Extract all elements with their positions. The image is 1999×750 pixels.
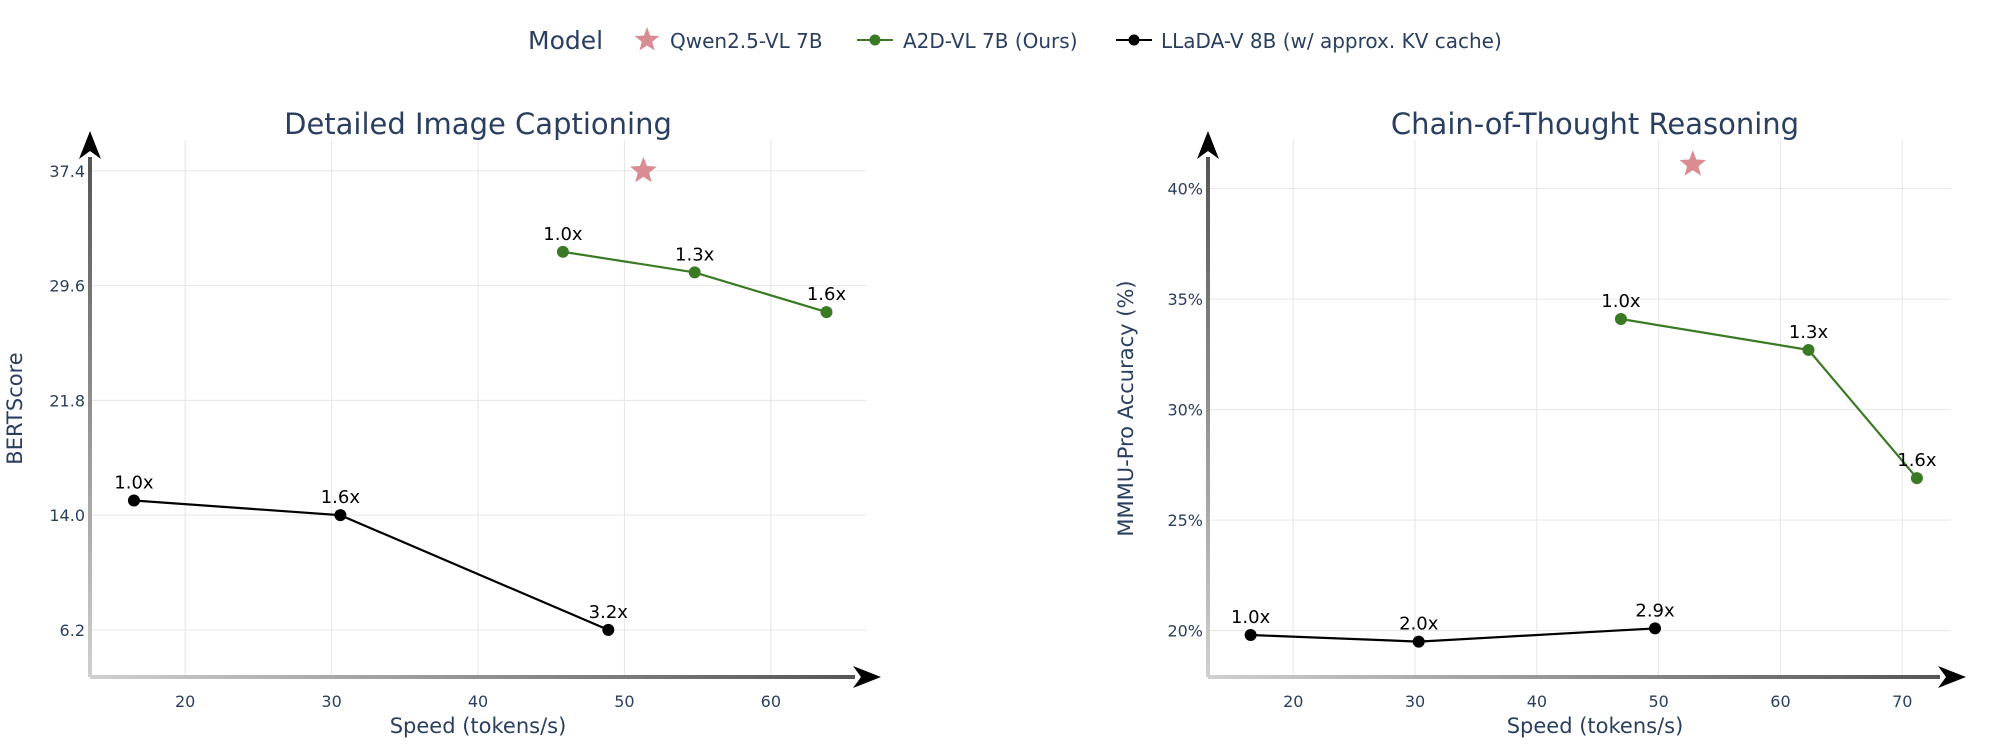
y-tick-label: 40% [1167,180,1203,199]
y-tick-label: 29.6 [49,277,85,296]
series-llada-data-label: 1.6x [321,487,361,508]
series-a2d-line [1620,317,1918,479]
y-tick-label: 6.2 [60,621,85,640]
series-llada-point [127,494,140,507]
x-tick-label: 60 [761,692,781,711]
x-tick-label: 40 [468,692,488,711]
series-llada-data-label: 1.0x [114,472,154,493]
series-a2d-point [820,306,833,319]
series-a2d-data-label: 1.6x [1897,450,1937,471]
legend-item-qwen[interactable]: Qwen2.5-VL 7B [634,27,823,53]
x-axis-line [1208,675,1940,679]
y-axis-arrow-icon [1197,131,1219,159]
series-llada-point [1649,622,1662,635]
x-axis-label: Speed (tokens/s) [1507,714,1684,738]
legend-label-llada: LLaDA-V 8B (w/ approx. KV cache) [1161,29,1502,53]
y-tick-label: 37.4 [49,162,85,181]
y-tick-label: 20% [1167,622,1203,641]
y-tick-label: 14.0 [49,506,85,525]
x-axis-arrow-icon [853,666,881,688]
series-llada-data-label: 1.0x [1231,607,1271,628]
y-tick-label: 21.8 [49,391,85,410]
x-tick-label: 50 [614,692,634,711]
y-axis-arrow-icon [79,131,101,159]
series-a2d-data-label: 1.3x [675,244,715,265]
series-a2d-data-label: 1.3x [1789,322,1829,343]
legend-svg: Model Qwen2.5-VL 7B A2D-VL 7B (Ours) LLa… [528,26,1502,55]
legend-item-llada[interactable]: LLaDA-V 8B (w/ approx. KV cache) [1116,29,1502,53]
chart-title: Detailed Image Captioning [284,107,672,141]
y-axis-label: BERTScore [3,352,27,464]
series-a2d-point [1802,343,1815,356]
x-axis-line [90,675,855,679]
legend-dot-llada [1128,34,1140,46]
x-tick-label: 20 [1283,692,1303,711]
legend: Model Qwen2.5-VL 7B A2D-VL 7B (Ours) LLa… [0,18,1999,62]
series-llada-data-label: 3.2x [589,602,629,623]
x-axis-arrow-icon [1938,666,1966,688]
x-tick-label: 50 [1648,692,1668,711]
series-llada-data-label: 2.0x [1399,614,1439,635]
chart-title: Chain-of-Thought Reasoning [1391,107,1799,141]
y-axis-line [88,157,92,677]
x-tick-label: 60 [1770,692,1790,711]
x-tick-label: 70 [1892,692,1912,711]
series-llada-point [334,509,347,522]
x-tick-label: 20 [175,692,195,711]
legend-label-a2d: A2D-VL 7B (Ours) [903,29,1078,53]
y-axis-label: MMMU-Pro Accuracy (%) [1114,280,1138,536]
series-a2d-point [556,245,569,258]
series-a2d-data-label: 1.6x [807,284,847,305]
series-llada-point [602,623,615,636]
x-tick-label: 40 [1527,692,1547,711]
series-a2d-point [688,266,701,279]
series-a2d-data-label: 1.0x [1601,291,1641,312]
legend-item-a2d[interactable]: A2D-VL 7B (Ours) [857,29,1078,53]
x-tick-label: 30 [321,692,341,711]
y-tick-label: 25% [1167,511,1203,530]
series-llada-point [1244,629,1257,642]
y-tick-label: 30% [1167,401,1203,420]
star-icon [634,27,660,51]
series-qwen-star-point [630,156,657,183]
y-tick-label: 35% [1167,290,1203,309]
x-axis-label: Speed (tokens/s) [390,714,567,738]
series-a2d-point [1910,472,1923,485]
legend-label-qwen: Qwen2.5-VL 7B [670,29,823,53]
series-a2d-point [1614,313,1627,325]
series-llada-data-label: 2.9x [1635,600,1675,621]
series-llada-point [1412,635,1425,648]
y-axis-line [1206,157,1210,677]
series-qwen-star-point [1679,150,1707,176]
legend-dot-a2d [869,34,881,46]
legend-title: Model [528,26,603,55]
x-tick-label: 30 [1405,692,1425,711]
series-a2d-data-label: 1.0x [543,224,583,245]
